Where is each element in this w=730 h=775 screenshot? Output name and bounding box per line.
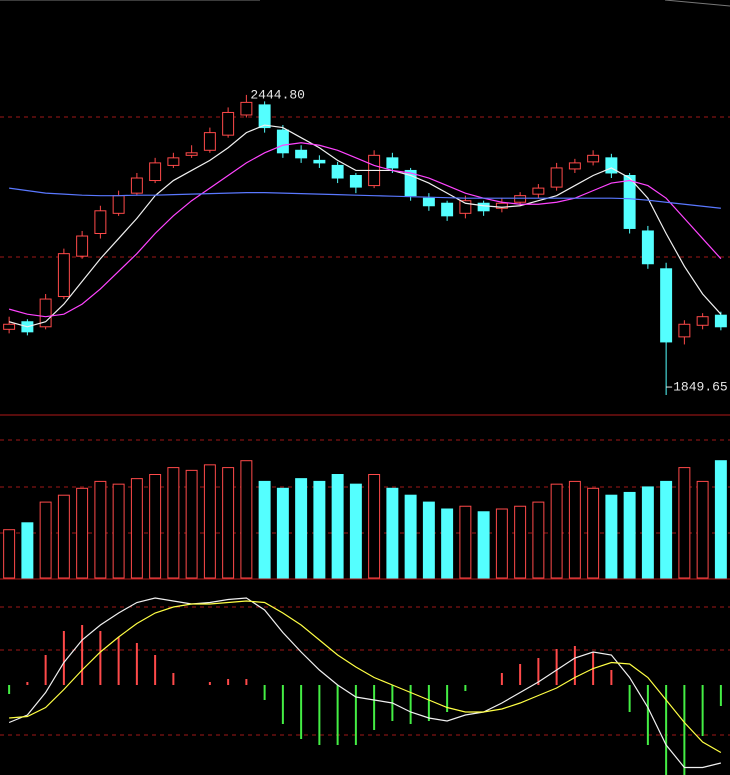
candle-body	[714, 314, 727, 328]
candle-body	[112, 195, 125, 214]
candle-body	[331, 164, 344, 179]
volume-bar	[404, 494, 417, 579]
plot-area: 2444.80 1849.65	[3, 87, 728, 775]
candle-body	[185, 152, 198, 156]
candle-body	[240, 101, 253, 116]
candle-body	[441, 202, 454, 217]
volume-bar	[459, 505, 472, 579]
candle-body	[313, 159, 326, 164]
indicator-line	[9, 600, 722, 754]
volume-bar	[605, 494, 618, 579]
volume-bar	[678, 467, 691, 579]
volume-bar	[313, 480, 326, 579]
volume-bar	[550, 483, 563, 579]
candle-body	[386, 157, 399, 169]
candle-body	[203, 132, 216, 151]
volume-bar	[258, 480, 271, 579]
volume-bar	[532, 501, 545, 579]
candle-body	[404, 169, 417, 197]
candle-body	[514, 195, 527, 203]
volume-bar	[21, 522, 34, 579]
volume-bar	[57, 494, 70, 579]
volume-bar	[422, 501, 435, 579]
volume-bar	[130, 478, 143, 579]
volume-bar	[240, 460, 253, 579]
volume-bar	[149, 474, 162, 579]
candle-body	[605, 157, 618, 174]
volume-bar	[112, 483, 125, 579]
volume-bar	[203, 464, 216, 579]
candle-body	[276, 129, 289, 154]
high-label: 2444.80	[250, 87, 305, 102]
candle-body	[550, 167, 563, 188]
volume-bar	[185, 469, 198, 579]
frame-line	[664, 0, 730, 7]
volume-bar	[587, 487, 600, 579]
volume-bar	[76, 487, 89, 579]
low-label: 1849.65	[673, 379, 728, 394]
candle-body	[167, 157, 180, 166]
volume-bar	[568, 480, 581, 579]
volume-bar	[3, 529, 16, 579]
indicator-line	[9, 187, 721, 209]
candle-body	[587, 154, 600, 163]
volume-bar	[349, 483, 362, 579]
volume-bar	[222, 467, 235, 579]
volume-bar	[331, 474, 344, 579]
indicator-line	[8, 597, 722, 769]
candle-body	[222, 111, 235, 136]
indicator-line	[8, 142, 722, 318]
candle-body	[495, 202, 508, 209]
candle-body	[568, 162, 581, 170]
candle-body	[295, 149, 308, 159]
candle-body	[477, 202, 490, 212]
volume-bar	[167, 467, 180, 579]
volume-bar	[714, 460, 727, 579]
volume-bar	[495, 508, 508, 579]
candle-body	[660, 268, 673, 343]
candle-body	[532, 187, 545, 195]
candle-body	[623, 174, 636, 229]
candle-body	[641, 230, 654, 265]
candle-body	[57, 253, 70, 298]
candle-body	[678, 323, 691, 338]
candle-body	[149, 162, 162, 182]
indicator-line	[8, 124, 722, 328]
candle-body	[258, 104, 271, 129]
volume-bar	[641, 486, 654, 579]
candle-body	[94, 210, 107, 234]
volume-bar	[477, 511, 490, 579]
volume-bar	[696, 480, 709, 579]
volume-bar	[386, 487, 399, 579]
candle-body	[349, 174, 362, 188]
volume-bar	[94, 480, 107, 579]
candle-body	[130, 177, 143, 194]
volume-bar	[514, 505, 527, 579]
candle-body	[459, 200, 472, 214]
volume-bar	[660, 480, 673, 579]
volume-bar	[276, 487, 289, 579]
candle-body	[39, 298, 52, 328]
candle-body	[76, 235, 89, 257]
candle-body	[696, 316, 709, 326]
volume-bar	[441, 508, 454, 579]
candle-body	[3, 323, 16, 330]
volume-bar	[295, 478, 308, 579]
volume-bar	[368, 474, 381, 579]
volume-bar	[623, 491, 636, 579]
volume-bar	[39, 501, 52, 579]
candle-body	[422, 197, 435, 207]
